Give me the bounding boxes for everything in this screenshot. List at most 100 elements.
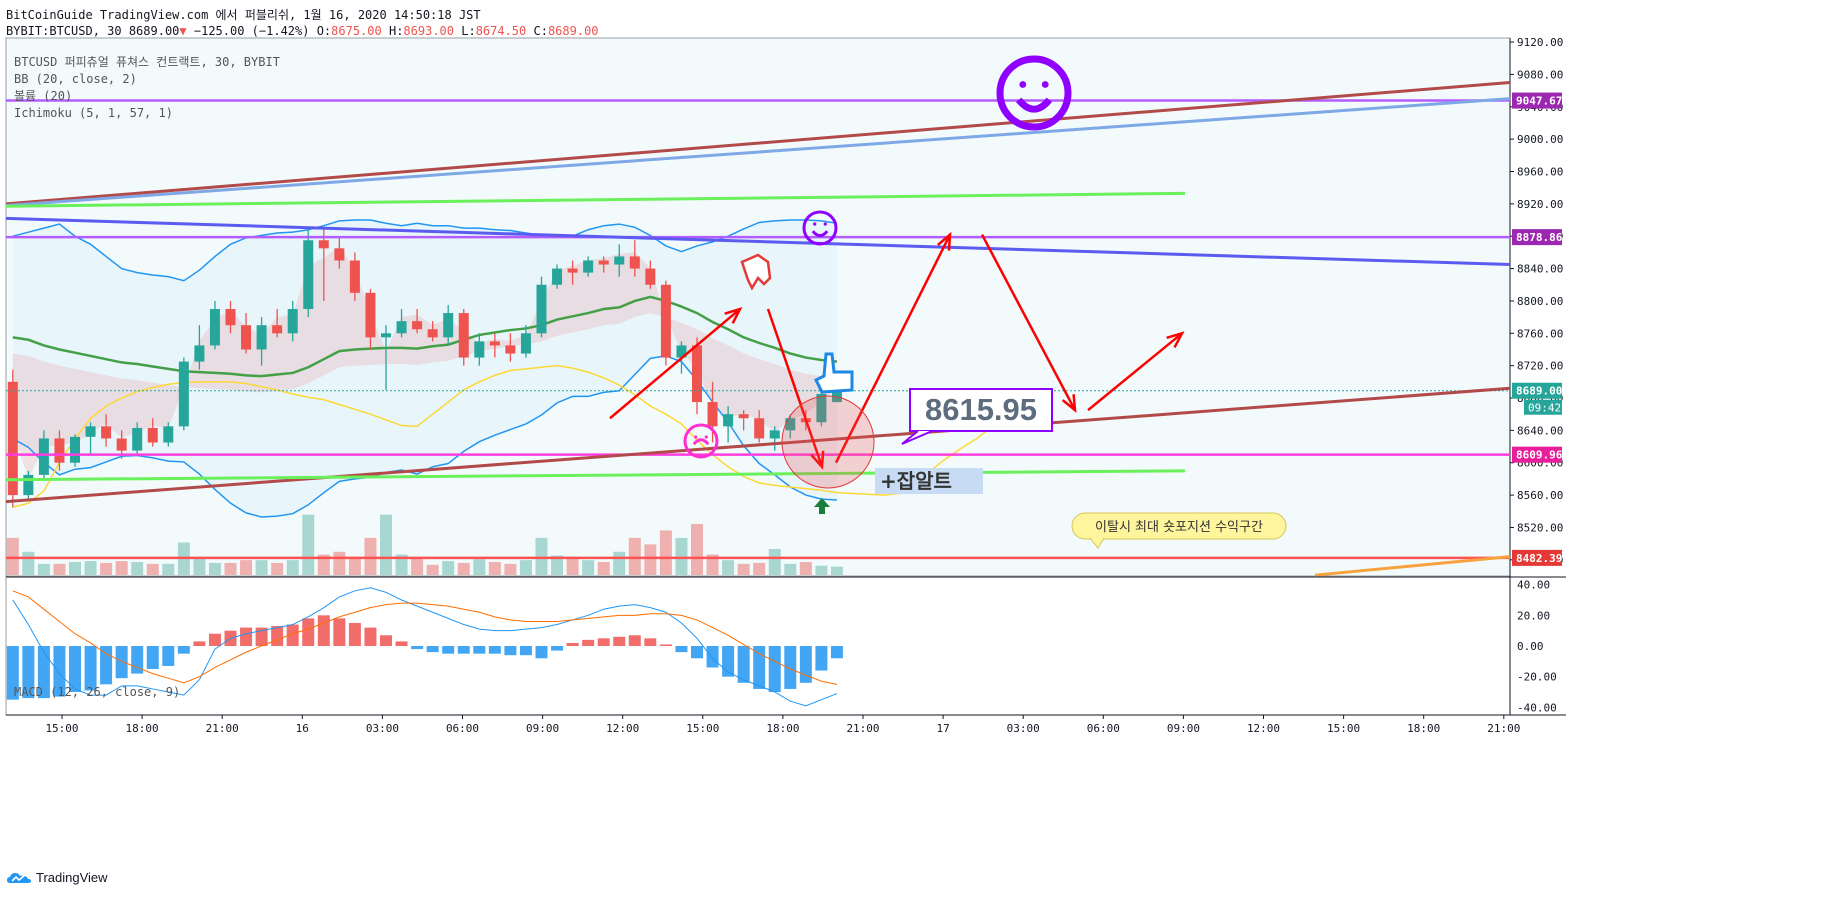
volume-bar [131,562,144,575]
callout-box [909,388,1053,432]
y-tick-label: 8920.00 [1517,198,1563,211]
candle-body [178,361,189,427]
volume-bar [348,558,361,575]
green-support-line [5,469,1186,482]
face-outline [802,210,838,246]
candle-body [443,313,454,338]
legend-title: BTCUSD 퍼피츄얼 퓨쳐스 컨트랙트, 30, BYBIT [14,55,280,69]
candle-body [38,438,49,475]
x-tick-label: 09:00 [1167,722,1200,735]
volume-bar [784,563,797,575]
y-tick-label: 8840.00 [1517,263,1563,276]
candle-body [816,393,827,423]
candle-body [256,325,267,350]
x-tick-label: 15:00 [45,722,78,735]
macd-histogram-bar [177,646,190,654]
callout-text: 이탈시 최대 숏포지션 수익구간 [1095,520,1263,535]
macd-histogram-bar [519,646,532,656]
arrow-shaft [766,308,824,468]
callout-bubble [1071,512,1287,540]
volume-bar [115,561,128,575]
volume-bar [535,537,548,575]
signal-line [12,590,838,685]
macd-histogram-bar [597,638,610,646]
blue-channel-line [5,97,1511,207]
tradingview-logo[interactable]: TradingView [6,870,108,885]
last-price: 8689.00 [128,24,180,38]
candle-body [567,268,578,273]
candle-body [349,260,360,293]
arrow-shaft [1087,332,1183,412]
arrow-down-2 [980,234,1077,413]
green-resistance-line [5,191,1186,208]
down-arrow-icon: ▼ [179,24,187,38]
candle-body [676,345,687,358]
volume-bar [597,562,610,575]
macd-histogram-bar [551,646,564,651]
volume-bar [799,562,812,575]
candle-body [101,426,112,439]
volume-bar [271,562,284,575]
arrow-head [1166,331,1185,349]
x-tick-label: 15:00 [1327,722,1360,735]
close-label: C: [533,24,548,38]
level-tag-text: 8878.86 [1516,231,1563,244]
macd-tick-label: 0.00 [1517,640,1544,653]
macd-histogram-bar [286,624,299,646]
macd-histogram-bar [146,646,159,669]
macd-histogram-bar [411,646,424,650]
volume-bar [551,555,564,575]
volume-bar [488,562,501,575]
macd-histogram-bar [457,646,470,654]
volume-bar [473,559,486,575]
macd-histogram-bar [302,618,315,646]
candle-body [225,309,236,326]
macd-histogram-bar [348,623,361,646]
legend-macd: MACD (12, 26, close, 9) [14,685,180,699]
volume-bar [380,514,392,575]
publish-info: BitCoinGuide TradingView.com 에서 퍼블리쉬, 1월… [6,8,481,22]
x-tick-label: 17 [936,722,949,735]
volume-bar [53,563,66,575]
ichimoku-cloud [12,245,837,479]
eye [694,435,698,439]
legend-ichimoku: Ichimoku (5, 1, 57, 1) [14,106,173,120]
entry-zone-circle [781,395,875,489]
y-tick-label: 9120.00 [1517,36,1563,49]
candle-body [396,321,407,334]
candle-body [754,418,765,439]
macd-histogram-bar [566,642,579,646]
macd-histogram-bar [37,646,50,699]
macd-histogram-bar [582,639,595,646]
volume-bar [37,563,50,575]
volume-bar [442,561,455,575]
macd-histogram-bar [208,633,221,646]
candle-body [85,426,96,437]
macd-histogram-bar [613,636,626,646]
level-tag [1512,549,1562,566]
volume-bar [193,558,206,575]
candle-body [738,414,749,419]
high-value: 8693.00 [403,24,454,38]
face-outline [683,423,719,459]
candle-body [707,402,718,427]
close-value: 8689.00 [547,24,599,38]
candle-body [7,381,18,496]
upper-channel-line [5,81,1511,206]
candle-body [489,341,500,346]
y-tick-label: 8520.00 [1517,521,1563,534]
candle-body [116,438,127,451]
eye [1019,81,1027,88]
macd-histogram-bar [815,646,828,671]
candle-body [458,313,469,358]
eye [704,435,708,439]
profit-zone-callout: 이탈시 최대 숏포지션 수익구간 [1071,512,1287,549]
candle-body [598,260,609,265]
macd-histogram-bar [255,627,268,646]
volume-bar [255,560,268,575]
macd-histogram-bar [193,641,206,646]
macd-histogram-bar [271,626,284,646]
cloud-logo-icon [7,872,31,883]
note-box [875,468,983,494]
